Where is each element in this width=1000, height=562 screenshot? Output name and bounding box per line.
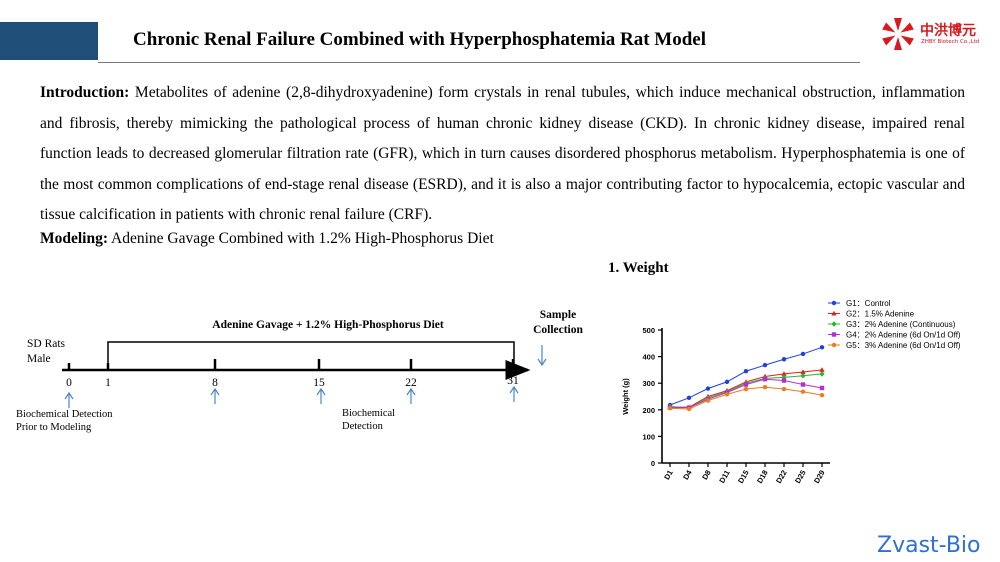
- y-tick-label: 400: [642, 353, 655, 362]
- data-point: [831, 332, 837, 337]
- introduction-paragraph: Introduction: Metabolites of adenine (2,…: [40, 78, 965, 231]
- sample-collection-line1: Sample: [540, 309, 576, 321]
- data-point: [781, 371, 787, 376]
- modeling-label: Modeling:: [40, 230, 109, 247]
- data-point: [831, 300, 837, 306]
- x-tick-label: D18: [755, 469, 770, 485]
- x-tick-label: D22: [774, 469, 789, 485]
- data-point: [781, 378, 787, 383]
- bracket-label: Adenine Gavage + 1.2% High-Phosphorus Di…: [212, 319, 444, 331]
- data-point: [686, 395, 692, 401]
- header-accent-bar: [0, 22, 98, 60]
- biochemical-detection-line1: Biochemical: [342, 408, 395, 419]
- legend-label: G1：Control: [846, 299, 891, 308]
- data-point: [705, 398, 711, 403]
- company-logo: [882, 18, 914, 50]
- x-tick-label: D8: [700, 469, 713, 482]
- x-tick-label: D1: [662, 469, 675, 482]
- data-point: [819, 367, 825, 372]
- data-point: [819, 345, 825, 350]
- data-point: [831, 321, 837, 327]
- detection-arrow-icon: [316, 387, 326, 404]
- x-tick-label: D29: [812, 469, 827, 485]
- y-tick-label: 0: [651, 459, 655, 468]
- data-point: [762, 377, 768, 382]
- logo-text-chinese: 中洪博元: [920, 23, 976, 39]
- data-point: [667, 406, 673, 411]
- modeling-timeline: Adenine Gavage + 1.2% High-Phosphorus Di…: [16, 309, 584, 433]
- data-point: [819, 371, 825, 377]
- y-tick-label: 200: [642, 406, 655, 415]
- data-point: [724, 379, 730, 385]
- data-point: [724, 392, 730, 397]
- subject-label-line2: Male: [27, 353, 51, 365]
- weight-line-chart: 0 100 200 300 400 500 Weight (g) D1 D4 D8 D11 D15 D1…: [621, 299, 961, 485]
- data-point: [762, 362, 768, 368]
- data-point: [705, 386, 711, 391]
- biochemical-detection-prior-line1: Biochemical Detection: [16, 409, 113, 420]
- treatment-bracket: [107, 341, 515, 368]
- data-point: [831, 310, 837, 316]
- modeling-line: Modeling: Adenine Gavage Combined with 1…: [40, 230, 494, 248]
- title-underline: [98, 62, 860, 63]
- data-point: [686, 406, 692, 412]
- data-point: [800, 351, 806, 357]
- tick-label: 31: [507, 375, 519, 387]
- introduction-text: Metabolites of adenine (2,8-dihydroxyade…: [40, 84, 965, 223]
- page-title: Chronic Renal Failure Combined with Hype…: [133, 29, 707, 50]
- data-point: [831, 342, 837, 348]
- sample-collection-line2: Collection: [533, 324, 583, 336]
- data-point: [819, 385, 825, 391]
- y-axis-label: Weight (g): [621, 378, 630, 415]
- data-point: [781, 357, 787, 362]
- legend-label: G3：2% Adenine (Continuous): [846, 320, 956, 329]
- detection-arrow-icon: [509, 385, 519, 402]
- x-tick-label: D4: [681, 468, 694, 482]
- y-tick-label: 100: [642, 432, 655, 441]
- data-point: [743, 386, 749, 392]
- detection-arrow-icon: [210, 387, 220, 404]
- series-group: [667, 345, 825, 408]
- biochemical-detection-line2: Detection: [342, 421, 384, 432]
- detection-arrow-icon: [64, 391, 74, 408]
- brand-wordmark: Zvast-Bio: [877, 533, 981, 558]
- data-point: [800, 369, 806, 375]
- x-tick-label: D25: [793, 469, 808, 485]
- x-tick-label: D15: [736, 469, 751, 485]
- data-point: [743, 369, 749, 374]
- biochemical-detection-prior-line2: Prior to Modeling: [16, 422, 92, 433]
- data-point: [819, 392, 825, 398]
- introduction-label: Introduction:: [40, 84, 130, 101]
- detection-arrow-icon: [406, 387, 416, 404]
- legend-label: G2：1.5% Adenine: [846, 310, 915, 319]
- data-point: [781, 386, 787, 392]
- data-point: [800, 389, 806, 394]
- legend-label: G4：2% Adenine (6d On/1d Off): [846, 331, 961, 340]
- y-tick-label: 300: [642, 379, 655, 388]
- tick-label: 8: [212, 377, 218, 389]
- tick-label: 1: [105, 377, 111, 389]
- tick-label: 0: [66, 377, 72, 389]
- data-point: [762, 384, 768, 390]
- data-point: [743, 382, 749, 387]
- series-group: [667, 384, 825, 412]
- tick-label: 22: [405, 377, 417, 389]
- sample-collection-arrow-icon: [537, 345, 547, 367]
- x-tick-label: D11: [717, 469, 731, 485]
- weight-section-title: 1. Weight: [608, 260, 669, 276]
- logo-text-english: ZHBY Biotech Co.,Ltd: [921, 39, 980, 45]
- legend-label: G5：3% Adenine (6d On/1d Off): [846, 341, 961, 350]
- y-tick-label: 500: [642, 326, 655, 335]
- tick-label: 15: [313, 377, 325, 389]
- subject-label-line1: SD Rats: [27, 338, 66, 350]
- data-point: [800, 372, 806, 379]
- modeling-text: Adenine Gavage Combined with 1.2% High-P…: [108, 230, 494, 247]
- data-point: [800, 382, 806, 387]
